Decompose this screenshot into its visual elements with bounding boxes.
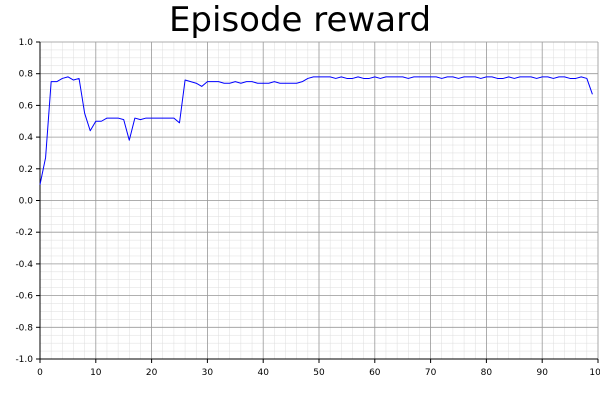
x-tick-label: 50 <box>313 368 325 378</box>
plot-frame <box>36 41 599 363</box>
chart-title: Episode reward <box>168 0 432 40</box>
x-tick-label: 40 <box>257 368 269 378</box>
series-layer <box>39 76 593 185</box>
x-tick-label: 100 <box>589 368 600 378</box>
x-tick-label: 10 <box>90 368 102 378</box>
y-tick-label: 0.6 <box>19 101 34 111</box>
x-tick-label: 0 <box>37 368 43 378</box>
y-tick-label: -0.6 <box>15 292 33 302</box>
y-tick-label: 0.8 <box>19 70 34 80</box>
x-tick-labels: 0 10 20 30 40 50 60 70 80 90 100 <box>37 368 600 378</box>
y-tick-label: -1.0 <box>15 355 33 365</box>
x-tick-label: 80 <box>481 368 493 378</box>
y-tick-label: -0.8 <box>15 323 33 333</box>
y-tick-label: -0.4 <box>15 260 33 270</box>
y-tick-label: 0.4 <box>19 133 34 143</box>
y-tick-label: 1.0 <box>19 38 34 48</box>
x-tick-label: 60 <box>369 368 381 378</box>
y-tick-label: 0.2 <box>19 165 33 175</box>
y-tick-label: -0.2 <box>15 228 33 238</box>
major-grid <box>39 41 599 360</box>
x-tick-label: 70 <box>425 368 437 378</box>
x-tick-label: 20 <box>146 368 158 378</box>
x-tick-label: 30 <box>202 368 214 378</box>
reward-series-line <box>39 76 593 185</box>
y-tick-labels: 1.0 0.8 0.6 0.4 0.2 0.0 -0.2 -0.4 -0.6 -0.8 -1.0 <box>15 38 33 365</box>
y-tick-label: 0.0 <box>19 197 34 207</box>
x-tick-label: 90 <box>536 368 548 378</box>
